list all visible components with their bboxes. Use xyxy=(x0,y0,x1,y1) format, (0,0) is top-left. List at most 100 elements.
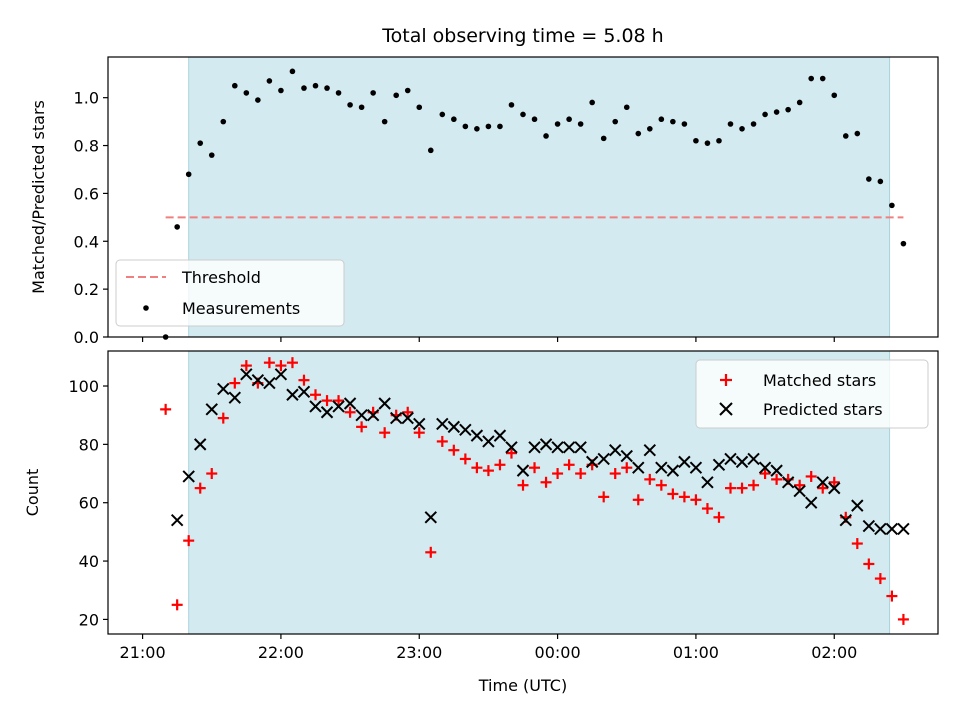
matched-star-point xyxy=(298,374,310,386)
measurement-point xyxy=(255,97,261,103)
measurement-point xyxy=(543,133,549,139)
ratio-y-tick-label: 0.4 xyxy=(74,232,99,251)
predicted-star-stroke-b xyxy=(862,519,876,533)
predicted-star-point xyxy=(274,368,288,381)
measurement-point xyxy=(600,135,607,142)
matched-star-point xyxy=(817,482,829,494)
matched-star-point xyxy=(379,427,391,439)
matched-star-point xyxy=(655,479,667,491)
predicted-star-stroke-b xyxy=(851,499,864,512)
matched-star-point xyxy=(505,447,517,459)
matched-star-point xyxy=(240,360,252,372)
matched-star-point xyxy=(736,482,748,494)
predicted-star-point xyxy=(816,476,829,489)
measurement-point xyxy=(358,104,365,111)
predicted-star-point xyxy=(516,464,530,477)
predicted-star-point xyxy=(251,373,265,387)
measurement-point xyxy=(232,82,238,89)
predicted-star-point xyxy=(389,411,403,425)
predicted-star-stroke-b xyxy=(355,408,368,422)
predicted-star-point xyxy=(297,385,311,399)
predicted-star-point xyxy=(851,499,864,512)
measurement-point xyxy=(485,123,492,130)
predicted-star-stroke-b xyxy=(263,376,276,390)
matched-star-point xyxy=(598,491,610,503)
predicted-star-stroke-b xyxy=(516,464,530,477)
predicted-star-stroke-b xyxy=(482,435,495,448)
predicted-star-point xyxy=(286,388,299,401)
measurement-point xyxy=(208,152,215,158)
predicted-star-stroke-b xyxy=(274,368,288,381)
matched-star-point xyxy=(217,412,229,424)
predicted-star-stroke-b xyxy=(228,391,242,404)
measurement-point xyxy=(577,121,584,127)
x-axis-label: Time (UTC) xyxy=(478,676,567,695)
measurement-point xyxy=(347,102,353,108)
matched-star-point xyxy=(897,613,909,625)
count-plot-frame xyxy=(107,350,939,635)
measurement-point xyxy=(416,104,423,111)
predicted-star-stroke-b xyxy=(320,406,334,419)
matched-star-point xyxy=(609,468,621,480)
predicted-star-stroke-b xyxy=(804,496,818,509)
predicted-star-stroke-b xyxy=(897,522,910,536)
matched-star-point xyxy=(632,494,644,506)
matched-stars-points xyxy=(160,357,909,625)
matched-star-point xyxy=(667,488,679,500)
ratio-legend-box xyxy=(115,259,345,327)
ratio-panel: 0.0 0.2 0.4 0.6 0.8 1.0 Total observing time … xyxy=(29,25,939,347)
chart-title: Total observing time = 5.08 h xyxy=(381,25,663,47)
predicted-star-point xyxy=(897,522,910,536)
matched-star-point xyxy=(563,459,575,471)
measurement-point xyxy=(289,68,296,75)
count-legend-box xyxy=(695,359,929,429)
measurement-point xyxy=(243,90,250,96)
matched-star-point xyxy=(678,491,690,503)
predicted-star-stroke-b xyxy=(689,461,703,474)
matched-star-point xyxy=(160,403,172,415)
predicted-star-point xyxy=(332,400,345,413)
measurement-point xyxy=(877,178,884,185)
legend-predicted-label: Predicted stars xyxy=(763,400,883,419)
matched-star-point xyxy=(701,503,713,515)
predicted-stars-points xyxy=(170,368,910,536)
matched-star-point xyxy=(690,494,702,506)
measurement-point xyxy=(520,111,526,118)
measurement-point xyxy=(612,118,619,125)
matched-star-point xyxy=(229,377,241,389)
measurement-point xyxy=(727,121,734,127)
measurement-point xyxy=(451,116,457,123)
predicted-star-stroke-b xyxy=(332,400,345,413)
predicted-star-stroke-b xyxy=(781,476,795,489)
predicted-star-stroke-b xyxy=(839,514,852,527)
predicted-star-point xyxy=(194,438,207,451)
predicted-star-point xyxy=(781,476,795,489)
predicted-star-stroke-b xyxy=(885,522,899,536)
measurement-point xyxy=(266,78,273,84)
measurement-point xyxy=(335,90,342,96)
measurement-point xyxy=(750,121,757,127)
predicted-star-stroke-b xyxy=(655,461,668,474)
matched-star-point xyxy=(183,535,195,547)
predicted-star-point xyxy=(309,400,322,413)
ratio-y-tick-label: 0.6 xyxy=(74,184,99,203)
measurement-point xyxy=(796,99,803,106)
matched-star-point xyxy=(310,389,321,401)
measurement-point xyxy=(462,123,469,130)
predicted-star-point xyxy=(355,408,368,422)
measurement-point xyxy=(658,116,665,123)
matched-star-point xyxy=(713,511,725,523)
matched-star-point xyxy=(275,360,287,372)
predicted-star-point xyxy=(170,514,184,527)
measurement-point xyxy=(808,75,814,82)
ratio-y-tick-label: 0.0 xyxy=(74,328,99,347)
measurement-point xyxy=(647,125,653,132)
predicted-star-stroke-b xyxy=(401,411,414,425)
predicted-star-stroke-b xyxy=(205,403,218,416)
predicted-star-stroke-b xyxy=(217,382,230,396)
matched-star-point xyxy=(805,470,817,482)
matched-star-point xyxy=(425,546,437,558)
matched-star-point xyxy=(828,476,840,488)
matched-star-point xyxy=(321,395,333,407)
predicted-star-point xyxy=(643,443,657,457)
